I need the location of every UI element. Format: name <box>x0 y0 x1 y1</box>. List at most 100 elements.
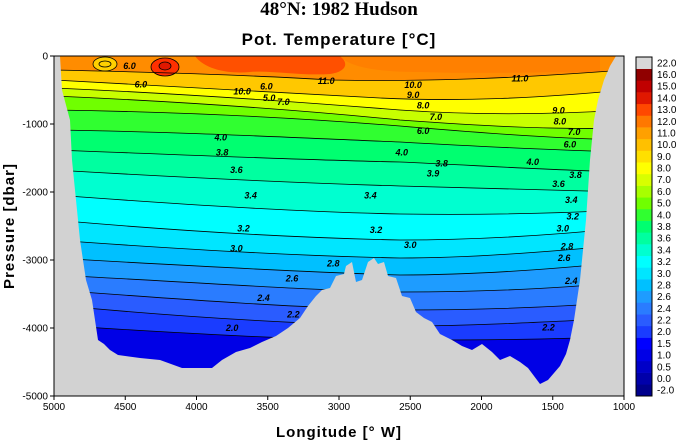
colorbar-swatch <box>636 138 652 151</box>
contour-label: 3.2 <box>566 211 579 221</box>
colorbar-swatch <box>636 302 652 315</box>
surface-ring <box>93 57 117 71</box>
contour-label: 9.0 <box>407 90 420 100</box>
colorbar-label: 3.2 <box>657 257 671 268</box>
colorbar-label: 7.0 <box>657 175 671 186</box>
colorbar-swatch <box>636 68 652 81</box>
contour-line <box>54 149 624 173</box>
contour-line <box>54 169 624 193</box>
colorbar-label: 11.0 <box>657 128 676 139</box>
colorbar-label: 13.0 <box>657 105 677 116</box>
colorbar-label: 2.6 <box>657 292 671 303</box>
colorbar-label: 2.0 <box>657 327 671 338</box>
contour-label: 7.0 <box>430 112 443 122</box>
x-tick-label: 3000 <box>328 402 351 413</box>
colorbar-label: -2.0 <box>657 386 675 397</box>
contour-label: 5.0 <box>263 93 276 103</box>
colorbar-label: 3.4 <box>657 245 671 256</box>
contour-labels: 6.06.010.0 6.05.0 7.011.0 10.09.08.07.06.01… <box>123 61 582 333</box>
chart-title: 48°N: 1982 Hudson <box>260 0 418 20</box>
colorbar-label: 5.0 <box>657 199 671 210</box>
colorbar-swatch <box>636 57 652 69</box>
contour-line <box>54 239 624 259</box>
warm-pocket-central <box>340 56 600 73</box>
colorbar-swatch <box>636 349 652 362</box>
colorbar-swatch <box>636 80 652 93</box>
colorbar-label: 6.0 <box>657 187 671 198</box>
contour-label: 4.0 <box>213 133 227 143</box>
x-tick-label: 2000 <box>470 402 493 413</box>
colorbar-label: 14.0 <box>657 93 677 104</box>
contour-label: 6.0 <box>135 80 148 90</box>
colorbar-label: 9.0 <box>657 152 671 163</box>
contour-label: 3.4 <box>244 190 257 200</box>
colorbar-label: 12.0 <box>657 117 677 128</box>
contour-label: 3.0 <box>230 243 243 253</box>
contour-label: 3.2 <box>370 225 383 235</box>
colorbar-swatch <box>636 162 652 175</box>
colorbar-label: 3.0 <box>657 269 671 280</box>
colorbar-frame <box>635 56 653 397</box>
contour-line <box>54 69 624 81</box>
colorbar-swatch <box>636 197 652 210</box>
colorbar-swatch <box>636 92 652 105</box>
colorbar-swatch <box>636 103 652 116</box>
y-tick-label: -3000 <box>22 256 48 267</box>
contour-label: 8.0 <box>417 101 430 111</box>
contour-lines <box>54 56 624 341</box>
colorbar-swatch <box>636 255 652 268</box>
colorbar-label: 1.5 <box>657 339 671 350</box>
contour-line <box>54 129 624 153</box>
contour-label: 3.6 <box>230 165 244 175</box>
contour-ring <box>158 61 172 71</box>
contour-label: 2.8 <box>560 241 574 251</box>
contour-label: 2.0 <box>225 323 239 333</box>
contour-ring <box>92 56 118 72</box>
contour-label: 6.0 <box>564 139 577 149</box>
colorbar-label: 4.0 <box>657 210 671 221</box>
colorbar-swatch <box>636 185 652 198</box>
colorbar-swatch <box>636 208 652 221</box>
chart-subtitle: Pot. Temperature [°C] <box>242 30 437 49</box>
contour-label: 2.8 <box>326 258 340 268</box>
contour-label: 2.2 <box>286 309 300 319</box>
contour-label: 3.8 <box>569 170 582 180</box>
y-tick-label: 0 <box>42 52 48 63</box>
colorbar-label: 22.0 <box>657 58 677 69</box>
contour-ring <box>98 60 112 68</box>
x-tick-label: 5000 <box>43 402 66 413</box>
colorbar-swatch <box>636 173 652 186</box>
contour-label: 3.0 <box>556 224 569 234</box>
contour-label: 7.0 <box>568 127 581 137</box>
contour-label: 4.0 <box>394 148 408 158</box>
contour-line <box>54 87 624 115</box>
colorbar-label: 3.8 <box>657 222 671 233</box>
colorbar-label: 8.0 <box>657 164 671 175</box>
colorbar-swatch <box>636 150 652 163</box>
x-tick-label: 4500 <box>114 402 137 413</box>
contour-line <box>54 95 624 129</box>
colorbar-label: 16.0 <box>657 70 677 81</box>
colorbar-label: 2.2 <box>657 316 671 327</box>
x-axis-title: Longitude [° W] <box>276 424 402 440</box>
contour-label: 3.4 <box>364 190 377 200</box>
contour-label: 3.4 <box>565 195 578 205</box>
contour-label: 6.0 <box>417 126 430 136</box>
x-tick-label: 4000 <box>185 402 208 413</box>
y-axis: 0 -1000 -2000 -3000 -4000 -5000 <box>22 52 54 403</box>
contour-label: 3.9 <box>427 169 440 179</box>
y-tick-label: -1000 <box>22 120 48 131</box>
contour-label: 10.0 <box>404 80 422 90</box>
contour-label: 9.0 <box>552 105 565 115</box>
colorbar-swatch <box>636 279 652 292</box>
colorbar-label: 0.5 <box>657 362 671 373</box>
colorbar-swatch <box>636 360 652 373</box>
surface-features <box>93 56 600 76</box>
colorbar-swatch <box>636 267 652 280</box>
colorbar-swatch <box>636 127 652 140</box>
x-tick-label: 3500 <box>257 402 280 413</box>
y-tick-label: -4000 <box>22 324 48 335</box>
contour-label: 3.8 <box>435 158 448 168</box>
colorbar-swatch <box>636 384 652 397</box>
